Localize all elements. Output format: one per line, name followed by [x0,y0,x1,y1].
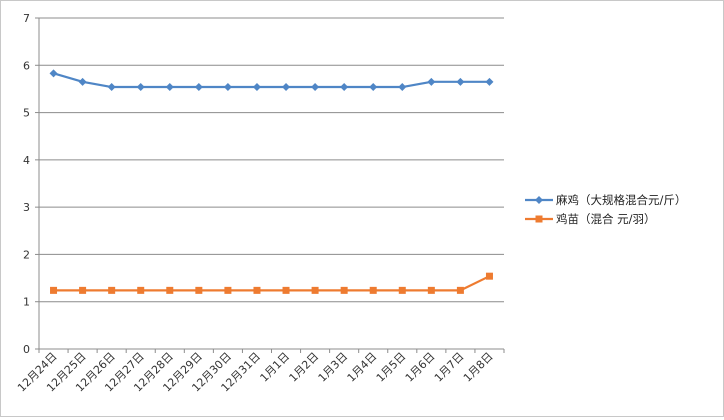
data-point [427,286,435,294]
data-point [224,286,232,294]
data-point [50,286,58,294]
data-point [369,286,377,294]
data-point [398,83,407,92]
data-point [456,77,465,86]
x-tick-label: 1月3日 [316,350,351,385]
data-point [194,83,203,92]
x-tick-label: 1月4日 [345,350,380,385]
series-line-1 [53,72,490,89]
x-tick-label: 1月8日 [461,350,496,385]
x-tick-label: 1月1日 [258,350,293,385]
data-point [398,286,406,294]
data-point [369,83,378,92]
legend-entry-1: 麻鸡（大规格混合元/斤） [556,193,686,207]
y-tick-label: 2 [23,248,30,261]
y-tick-label: 7 [23,12,30,25]
x-tick-label: 1月7日 [432,350,467,385]
data-point [79,286,87,294]
data-point [49,69,58,78]
data-point [456,286,464,294]
data-point [136,83,145,92]
y-tick-label: 6 [23,59,30,72]
data-point [166,286,174,294]
data-point [252,83,261,92]
legend-marker [535,196,543,204]
data-point [340,83,349,92]
data-point [165,83,174,92]
data-point [78,77,87,86]
y-tick-label: 1 [23,296,30,309]
data-point [340,286,348,294]
x-tick-label: 1月6日 [403,350,438,385]
y-tick-label: 4 [23,154,30,167]
data-point [107,83,116,92]
data-point [282,83,291,92]
y-tick-label: 3 [23,201,30,214]
data-point [311,83,320,92]
data-point [195,286,203,294]
data-point [253,286,261,294]
series-line-2 [53,275,490,292]
x-tick-label: 1月2日 [287,350,322,385]
data-point [427,77,436,86]
data-point [311,286,319,294]
legend-marker [535,215,543,223]
data-point [485,272,493,280]
data-point [223,83,232,92]
data-point [137,286,145,294]
legend-entry-2: 鸡苗（混合 元/羽） [556,212,656,226]
data-point [108,286,116,294]
y-tick-label: 0 [23,343,30,356]
y-tick-label: 5 [23,107,30,120]
data-point [485,77,494,86]
data-point [282,286,290,294]
x-tick-label: 1月5日 [374,350,409,385]
